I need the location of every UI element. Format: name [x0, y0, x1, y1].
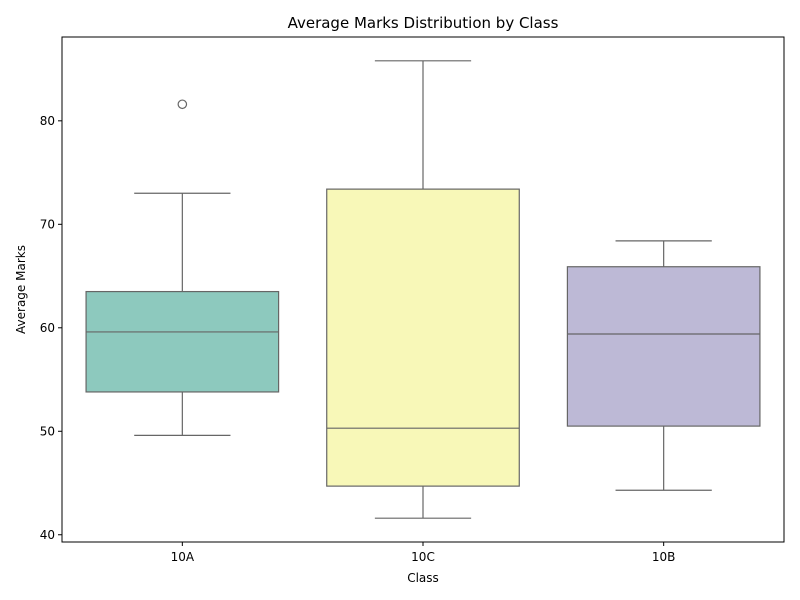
x-axis-label: Class — [407, 571, 439, 585]
box — [85, 290, 280, 393]
y-axis-label: Average Marks — [14, 245, 28, 334]
box — [326, 188, 520, 487]
y-tick-label: 70 — [40, 217, 55, 231]
x-tick-label: 10A — [171, 550, 195, 564]
box — [566, 266, 761, 427]
x-tick-label: 10B — [652, 550, 676, 564]
box-group-10C — [326, 60, 520, 519]
x-tick-label: 10C — [411, 550, 435, 564]
outlier-point — [177, 99, 188, 110]
box-group-10B — [566, 240, 761, 491]
chart-title: Average Marks Distribution by Class — [288, 14, 559, 32]
y-tick-label: 80 — [40, 114, 55, 128]
plot-area — [85, 60, 761, 519]
box-group-10A — [85, 99, 280, 437]
y-tick-label: 60 — [40, 321, 55, 335]
y-tick-label: 40 — [40, 528, 55, 542]
y-tick-label: 50 — [40, 424, 55, 438]
